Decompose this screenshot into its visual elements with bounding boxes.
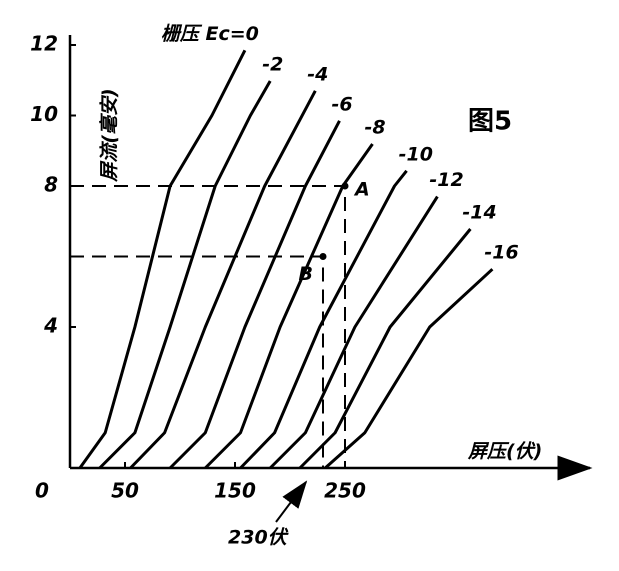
curve	[269, 195, 439, 470]
legend-label: -10	[399, 143, 433, 165]
legend-label: -16	[484, 242, 518, 264]
curve	[78, 49, 247, 469]
curve	[324, 268, 494, 470]
point	[341, 182, 349, 190]
legend-label: 栅压 Ec=0	[161, 23, 259, 45]
y-tick-label: 8	[44, 173, 58, 197]
curve	[169, 120, 341, 470]
legend-label: -8	[365, 117, 386, 139]
annotation: 230伏	[228, 527, 290, 549]
legend-label: -2	[262, 53, 283, 75]
point-label: B	[299, 263, 313, 285]
y-tick-label: 12	[30, 32, 58, 56]
curve	[98, 80, 272, 470]
annotation-arrow	[275, 480, 308, 523]
curve	[239, 169, 408, 470]
legend-label: -14	[462, 202, 496, 224]
chart-title: 图5	[468, 107, 512, 137]
guide-line	[70, 255, 324, 468]
point	[319, 253, 327, 260]
curve	[204, 143, 374, 470]
curve	[298, 228, 472, 470]
legend-label: -12	[429, 169, 463, 191]
y-tick-label: 10	[30, 102, 58, 126]
x-tick-label: 50	[111, 479, 139, 503]
x-axis-label: 屏压(伏)	[467, 441, 542, 463]
curve	[129, 90, 317, 470]
x-tick-label: 250	[324, 479, 366, 503]
x-tick-label: 150	[214, 479, 256, 503]
y-tick-label: 4	[43, 314, 58, 338]
x-tick-label: 0	[35, 479, 49, 503]
y-axis-label: 屏流(毫安)	[99, 88, 121, 182]
legend-label: -4	[307, 63, 328, 85]
point-label: A	[353, 179, 370, 201]
legend-label: -6	[332, 93, 353, 115]
